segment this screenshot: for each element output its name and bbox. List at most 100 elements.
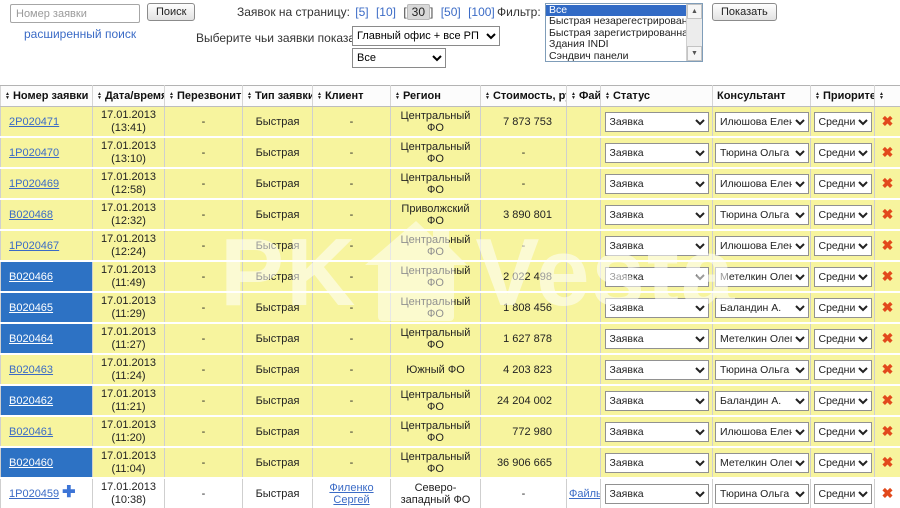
consultant-select[interactable]: Тюрина Ольга [715,142,809,163]
consultant-select[interactable]: Метелкин Олег [715,328,809,349]
filter-scrollbar[interactable]: ▲ ▼ [686,4,702,61]
consultant-select[interactable]: Илюшова Елена [715,111,809,132]
per-page-link-5[interactable]: [5] [355,5,369,19]
sort-icon[interactable]: ▲ ▼ [879,91,884,101]
priority-select[interactable]: Средний [813,235,872,256]
status-select[interactable]: Заявка [604,483,709,504]
delete-icon[interactable]: ✖ [881,206,894,222]
sort-icon[interactable]: ▲ ▼ [485,91,490,101]
request-number-link[interactable]: 1P020470 [9,146,60,159]
priority-select[interactable]: Средний [813,483,872,504]
delete-icon[interactable]: ✖ [881,330,894,346]
per-page-link-50[interactable]: [50] [440,5,461,19]
add-plus-icon[interactable]: ✚ [62,483,76,501]
priority-select[interactable]: Средний [813,297,872,318]
sort-icon[interactable]: ▲ ▼ [605,91,610,101]
column-header-region[interactable]: ▲ ▼ Регион [390,85,481,107]
filter-option[interactable]: Быстрая незарегестрированная [549,15,686,28]
priority-select[interactable]: Средний [813,204,872,225]
column-header-client[interactable]: ▲ ▼ Клиент [312,85,391,107]
status-select[interactable]: Заявка [604,421,709,442]
scroll-up-icon[interactable]: ▲ [687,4,702,19]
consultant-select[interactable]: Илюшова Елена [715,235,809,256]
consultant-select[interactable]: Баландин А. [715,390,809,411]
status-select[interactable]: Заявка [604,235,709,256]
priority-select[interactable]: Средний [813,328,872,349]
status-select[interactable]: Заявка [604,204,709,225]
consultant-select[interactable]: Тюрина Ольга [715,483,809,504]
request-number-link[interactable]: B020462 [9,394,54,407]
status-select[interactable]: Заявка [604,359,709,380]
delete-icon[interactable]: ✖ [881,237,894,253]
priority-select[interactable]: Средний [813,390,872,411]
request-number-link[interactable]: B020463 [9,363,54,376]
search-input[interactable] [10,4,140,23]
delete-icon[interactable]: ✖ [881,113,894,129]
consultant-select[interactable]: Илюшова Елена [715,173,809,194]
delete-icon[interactable]: ✖ [881,268,894,284]
priority-select[interactable]: Средний [813,421,872,442]
priority-select[interactable]: Средний [813,452,872,473]
status-select[interactable]: Заявка [604,173,709,194]
filter-option[interactable]: Здания INDI [549,38,609,51]
request-number-link[interactable]: B020464 [9,332,54,345]
delete-icon[interactable]: ✖ [881,299,894,315]
request-number-link[interactable]: B020461 [9,425,54,438]
files-link[interactable]: Файлы [569,487,601,500]
delete-icon[interactable]: ✖ [881,361,894,377]
request-number-link[interactable]: B020466 [9,270,54,283]
delete-icon[interactable]: ✖ [881,144,894,160]
column-header-cost[interactable]: ▲▼Стоимость, руб [480,85,567,107]
scroll-down-icon[interactable]: ▼ [687,46,702,61]
column-header-type[interactable]: ▲ ▼ Тип заявки [242,85,313,107]
status-select[interactable]: Заявка [604,452,709,473]
sort-icon[interactable]: ▲ ▼ [317,91,322,101]
status-select[interactable]: Заявка [604,390,709,411]
column-header-delete[interactable]: ▲ ▼ [874,85,900,107]
delete-icon[interactable]: ✖ [881,392,894,408]
request-number-link[interactable]: B020468 [9,208,54,221]
consultant-select[interactable]: Тюрина Ольга [715,359,809,380]
consultant-select[interactable]: Илюшова Елена [715,421,809,442]
consultant-select[interactable]: Метелкин Олег [715,266,809,287]
status-select[interactable]: Заявка [604,297,709,318]
priority-select[interactable]: Средний [813,111,872,132]
sort-icon[interactable]: ▲ ▼ [247,91,252,101]
delete-icon[interactable]: ✖ [881,485,894,501]
status-select[interactable]: Заявка [604,142,709,163]
owner-type-select[interactable]: Все [352,48,446,68]
client-link[interactable]: Филенко Сергей [329,481,374,506]
priority-select[interactable]: Средний [813,173,872,194]
status-select[interactable]: Заявка [604,111,709,132]
priority-select[interactable]: Средний [813,359,872,380]
request-number-link[interactable]: 1P020467 [9,239,60,252]
per-page-link-10[interactable]: [10] [375,5,396,19]
delete-icon[interactable]: ✖ [881,454,894,470]
delete-icon[interactable]: ✖ [881,423,894,439]
request-number-link[interactable]: B020465 [9,301,54,314]
priority-select[interactable]: Средний [813,266,872,287]
sort-icon[interactable]: ▲ ▼ [97,91,102,101]
sort-icon[interactable]: ▲ ▼ [395,91,400,101]
column-header-datetime[interactable]: ▲ ▼ Дата/время [92,85,165,107]
column-header-files[interactable]: ▲▼Файлы [566,85,601,107]
sort-icon[interactable]: ▲ ▼ [815,91,820,101]
per-page-link-100[interactable]: [100] [468,5,495,19]
advanced-search-link[interactable]: расширенный поиск [24,27,137,41]
request-number-link[interactable]: 1P020459 [9,487,60,500]
consultant-select[interactable]: Метелкин Олег [715,452,809,473]
status-select[interactable]: Заявка [604,328,709,349]
status-select[interactable]: Заявка [604,266,709,287]
delete-icon[interactable]: ✖ [881,175,894,191]
priority-select[interactable]: Средний [813,142,872,163]
filter-option[interactable]: Все [546,4,686,17]
request-number-link[interactable]: 2P020471 [9,115,60,128]
search-button[interactable]: Поиск [147,3,196,21]
consultant-select[interactable]: Тюрина Ольга [715,204,809,225]
show-button[interactable]: Показать [712,3,777,21]
filter-option[interactable]: Быстрая зарегистрированная [549,26,686,39]
request-number-link[interactable]: B020460 [9,456,54,469]
owner-select[interactable]: Главный офис + все РП [352,26,500,46]
column-header-callback[interactable]: ▲ ▼ Перезвонить [164,85,243,107]
